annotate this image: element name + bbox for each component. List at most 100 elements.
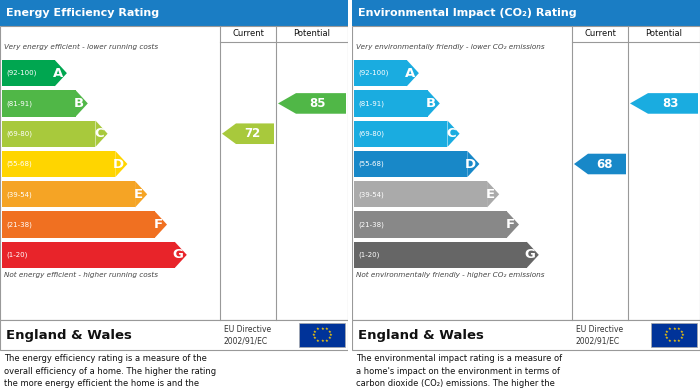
- Text: (21-38): (21-38): [358, 221, 384, 228]
- Text: B: B: [74, 97, 84, 110]
- Text: (1-20): (1-20): [6, 251, 27, 258]
- Text: Not environmentally friendly - higher CO₂ emissions: Not environmentally friendly - higher CO…: [356, 272, 545, 278]
- Text: ★: ★: [329, 333, 333, 337]
- Polygon shape: [135, 181, 147, 208]
- Text: EU Directive
2002/91/EC: EU Directive 2002/91/EC: [224, 325, 271, 345]
- Text: ★: ★: [664, 333, 668, 337]
- Text: (21-38): (21-38): [6, 221, 32, 228]
- Text: A: A: [52, 66, 63, 80]
- Text: F: F: [154, 218, 163, 231]
- Bar: [2, 212, 155, 238]
- Polygon shape: [116, 151, 127, 177]
- Text: G: G: [172, 248, 183, 261]
- Text: EU Directive
2002/91/EC: EU Directive 2002/91/EC: [576, 325, 623, 345]
- Polygon shape: [447, 120, 460, 147]
- Text: England & Wales: England & Wales: [6, 328, 132, 341]
- Polygon shape: [574, 154, 626, 174]
- Text: Current: Current: [232, 29, 264, 38]
- Polygon shape: [487, 181, 499, 208]
- Text: Very environmentally friendly - lower CO₂ emissions: Very environmentally friendly - lower CO…: [356, 44, 545, 50]
- Polygon shape: [630, 93, 698, 114]
- Text: (55-68): (55-68): [6, 161, 32, 167]
- Text: (1-20): (1-20): [358, 251, 379, 258]
- Text: ★: ★: [668, 327, 672, 332]
- Bar: [300, 323, 345, 347]
- Bar: [352, 320, 700, 350]
- Text: ★: ★: [680, 330, 684, 334]
- Bar: [2, 90, 76, 117]
- Text: ★: ★: [321, 339, 324, 343]
- Text: Energy Efficiency Rating: Energy Efficiency Rating: [6, 8, 159, 18]
- Text: ★: ★: [668, 339, 672, 343]
- Polygon shape: [428, 90, 440, 117]
- Bar: [354, 181, 487, 208]
- Text: (39-54): (39-54): [6, 191, 32, 197]
- Text: ★: ★: [328, 336, 332, 340]
- Polygon shape: [407, 60, 419, 86]
- Polygon shape: [95, 120, 108, 147]
- Text: Environmental Impact (CO₂) Rating: Environmental Impact (CO₂) Rating: [358, 8, 577, 18]
- Text: ★: ★: [681, 333, 685, 337]
- Text: ★: ★: [665, 330, 668, 334]
- Polygon shape: [278, 93, 346, 114]
- Polygon shape: [55, 60, 67, 86]
- Text: ★: ★: [328, 330, 332, 334]
- Text: ★: ★: [312, 333, 316, 337]
- Text: C: C: [446, 127, 456, 140]
- Text: G: G: [524, 248, 535, 261]
- Text: ★: ★: [673, 326, 676, 330]
- Text: E: E: [486, 188, 495, 201]
- Polygon shape: [155, 212, 167, 238]
- Text: ★: ★: [677, 327, 680, 332]
- Text: The environmental impact rating is a measure of
a home's impact on the environme: The environmental impact rating is a mea…: [356, 354, 563, 391]
- Text: Current: Current: [584, 29, 616, 38]
- Text: (92-100): (92-100): [6, 70, 36, 76]
- Text: ★: ★: [325, 339, 328, 343]
- Bar: [354, 212, 507, 238]
- Text: 83: 83: [662, 97, 678, 110]
- Text: E: E: [134, 188, 144, 201]
- Polygon shape: [76, 90, 88, 117]
- Text: ★: ★: [665, 336, 668, 340]
- Polygon shape: [175, 242, 187, 268]
- Polygon shape: [468, 151, 480, 177]
- Text: Very energy efficient - lower running costs: Very energy efficient - lower running co…: [4, 44, 158, 50]
- Polygon shape: [507, 212, 519, 238]
- Text: (81-91): (81-91): [358, 100, 384, 107]
- Bar: [354, 120, 447, 147]
- Text: Potential: Potential: [645, 29, 682, 38]
- Bar: [2, 60, 55, 86]
- Text: C: C: [94, 127, 104, 140]
- Bar: [652, 323, 697, 347]
- Text: ★: ★: [316, 339, 320, 343]
- Text: (39-54): (39-54): [358, 191, 384, 197]
- Bar: [0, 26, 348, 320]
- Text: (69-80): (69-80): [358, 131, 384, 137]
- Text: ★: ★: [325, 327, 328, 332]
- Bar: [354, 242, 526, 268]
- Text: 85: 85: [309, 97, 326, 110]
- Bar: [354, 60, 407, 86]
- Bar: [354, 90, 428, 117]
- Text: Potential: Potential: [293, 29, 330, 38]
- Text: England & Wales: England & Wales: [358, 328, 484, 341]
- Text: 72: 72: [244, 127, 261, 140]
- Bar: [0, 0, 348, 26]
- Bar: [2, 151, 116, 177]
- Text: (92-100): (92-100): [358, 70, 388, 76]
- Bar: [0, 320, 348, 350]
- Bar: [2, 181, 135, 208]
- Bar: [352, 0, 700, 26]
- Bar: [2, 242, 175, 268]
- Polygon shape: [222, 124, 274, 144]
- Text: ★: ★: [316, 327, 320, 332]
- Text: B: B: [426, 97, 436, 110]
- Text: ★: ★: [677, 339, 680, 343]
- Text: A: A: [405, 66, 415, 80]
- Text: ★: ★: [313, 330, 317, 334]
- Text: D: D: [112, 158, 123, 170]
- Text: Not energy efficient - higher running costs: Not energy efficient - higher running co…: [4, 272, 158, 278]
- Polygon shape: [526, 242, 539, 268]
- Text: ★: ★: [313, 336, 317, 340]
- Text: 68: 68: [596, 158, 613, 170]
